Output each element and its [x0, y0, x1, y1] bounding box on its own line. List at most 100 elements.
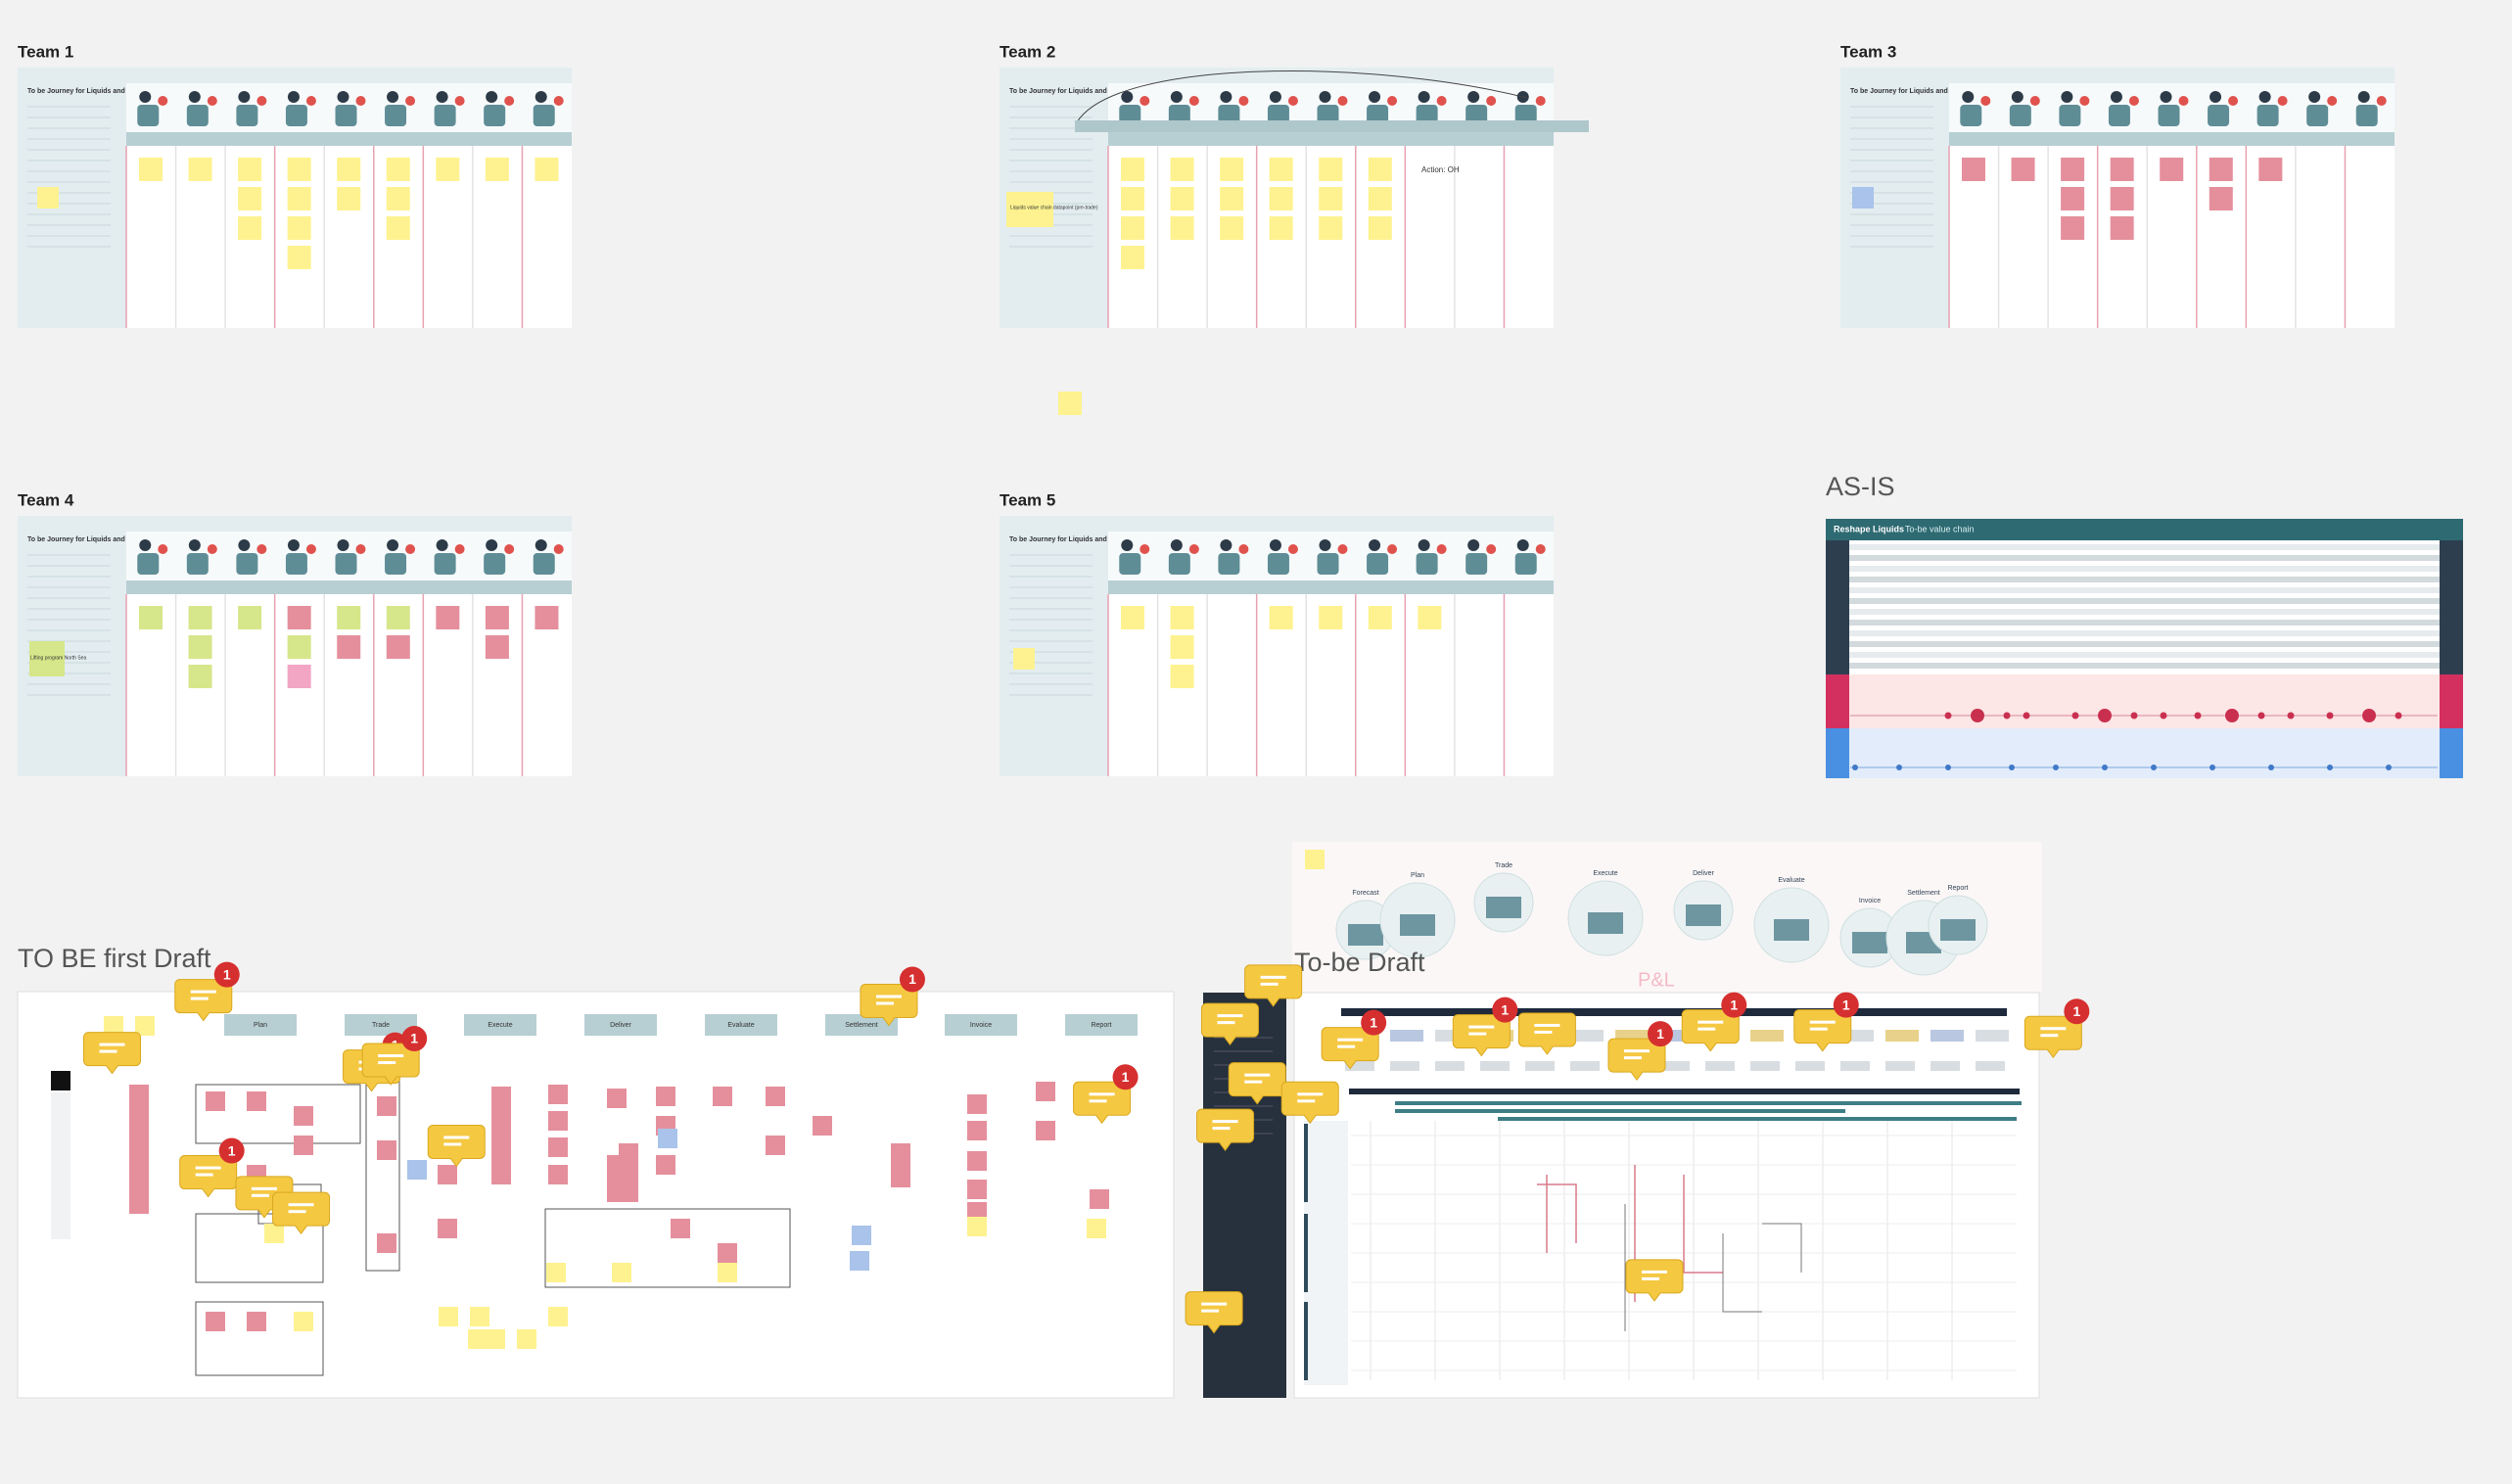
comment-line [1337, 1038, 1364, 1042]
sticky-note [436, 606, 460, 629]
as-is-dot [2009, 765, 2015, 770]
as-is-row [1849, 641, 2440, 647]
sticky-note [1087, 1219, 1106, 1238]
illustration-accent [1287, 544, 1298, 554]
illustration-head [1319, 91, 1331, 103]
draft-cell [1390, 1030, 1423, 1042]
sticky-note [1121, 246, 1144, 269]
sticky-note [287, 635, 311, 659]
sticky-note [238, 606, 262, 629]
sticky-note [1269, 187, 1293, 210]
stage-box [1065, 1014, 1138, 1036]
sticky-note [139, 606, 163, 629]
sticky-note [612, 1263, 631, 1282]
tall-sticky [607, 1155, 627, 1202]
sticky-note [188, 158, 212, 181]
comment-badge-count: 1 [1730, 997, 1738, 1012]
sticky-note [1319, 216, 1343, 240]
comment-badge [213, 961, 240, 988]
frame [1293, 992, 2040, 1399]
illustration-head [238, 91, 251, 103]
as-is-header-text: Reshape Liquids [1834, 524, 1904, 533]
illustration-head [1269, 539, 1281, 551]
illustration-head [139, 539, 152, 551]
sticky-note [546, 1263, 566, 1282]
comment-icon[interactable] [1280, 1081, 1339, 1125]
illustration-body [1514, 553, 1537, 575]
illustration-accent [256, 544, 267, 554]
comment-badge-count: 1 [223, 966, 231, 982]
sticky-note [2061, 187, 2085, 210]
group-box [195, 1084, 361, 1144]
illustration-head [287, 91, 300, 103]
comment-badge [1721, 992, 1747, 1018]
sticky-note [247, 1091, 266, 1111]
illustration-head [1418, 539, 1430, 551]
sticky-note [548, 1165, 568, 1184]
comment-icon[interactable] [427, 1124, 486, 1168]
illustration-body [2009, 105, 2031, 126]
stage-row [1949, 132, 2395, 146]
comment-badge [218, 1137, 245, 1164]
comment-line [1641, 1270, 1667, 1274]
illustration-head [1516, 539, 1529, 551]
illustration-accent [1436, 544, 1447, 554]
illustration-accent [405, 544, 416, 554]
loose-sticky [1058, 392, 1082, 415]
draft-lane-marker [1304, 1302, 1308, 1380]
sticky-note [491, 1165, 511, 1184]
comment-badge-count: 1 [2072, 1003, 2080, 1019]
draft-cell [1345, 1061, 1374, 1071]
comment-line [1297, 1092, 1324, 1096]
stage-caption: Evaluate [1778, 877, 1804, 884]
illustration-accent [1436, 96, 1447, 106]
as-is-dot [2386, 765, 2392, 770]
sticky-note [2209, 187, 2233, 210]
sticky-note [294, 1312, 313, 1331]
group-box [195, 1213, 324, 1283]
sticky-text: Lifting program North Sea [30, 655, 86, 661]
as-is-row [1849, 577, 2440, 582]
illustration-body [186, 553, 209, 575]
sticky-note [2061, 158, 2085, 181]
as-is-side [1826, 540, 1849, 674]
sticky-note [438, 1219, 457, 1238]
dark-sidebar [1203, 993, 1286, 1398]
comment-badge-count: 1 [1842, 997, 1850, 1012]
sticky-note [1368, 216, 1392, 240]
illustration-accent [1188, 544, 1199, 554]
illustration-body [1960, 105, 1982, 126]
as-is-dot [2326, 712, 2334, 719]
comment-line [1260, 982, 1279, 986]
sticky-text: Liquids value chain datapoint (pre-trade… [1010, 205, 1098, 210]
illustration-body [434, 553, 456, 575]
illustration-accent [2178, 96, 2189, 106]
comment-icon[interactable] [1244, 964, 1303, 1007]
stage-row [126, 132, 572, 146]
draft-lane-marker [1304, 1124, 1308, 1202]
sticky-note [1170, 665, 1194, 688]
comment-icon[interactable] [1196, 1108, 1255, 1151]
sticky-note [713, 1087, 732, 1106]
comment-line [1468, 1032, 1487, 1036]
as-is-dot [2268, 765, 2274, 770]
sticky-note [485, 635, 509, 659]
stage-box [345, 1014, 417, 1036]
sticky-note [607, 1089, 627, 1108]
illustration-accent [1140, 544, 1150, 554]
draft-cell [1525, 1061, 1555, 1071]
comment-icon[interactable] [1517, 1012, 1576, 1055]
sticky-note [967, 1094, 987, 1114]
illustration-accent [2376, 96, 2387, 106]
comment-line [443, 1136, 470, 1139]
stage-caption: Deliver [1693, 870, 1714, 877]
comment-badge-count: 1 [228, 1142, 236, 1158]
stage-label: Trade [372, 1022, 390, 1029]
illustration-head [2110, 91, 2122, 103]
illustration-head [1220, 539, 1233, 551]
illustration-body [335, 105, 357, 126]
comment-line [190, 990, 216, 994]
comment-line [1468, 1025, 1495, 1029]
illustration-head [486, 91, 498, 103]
sticky-note [1418, 606, 1442, 629]
